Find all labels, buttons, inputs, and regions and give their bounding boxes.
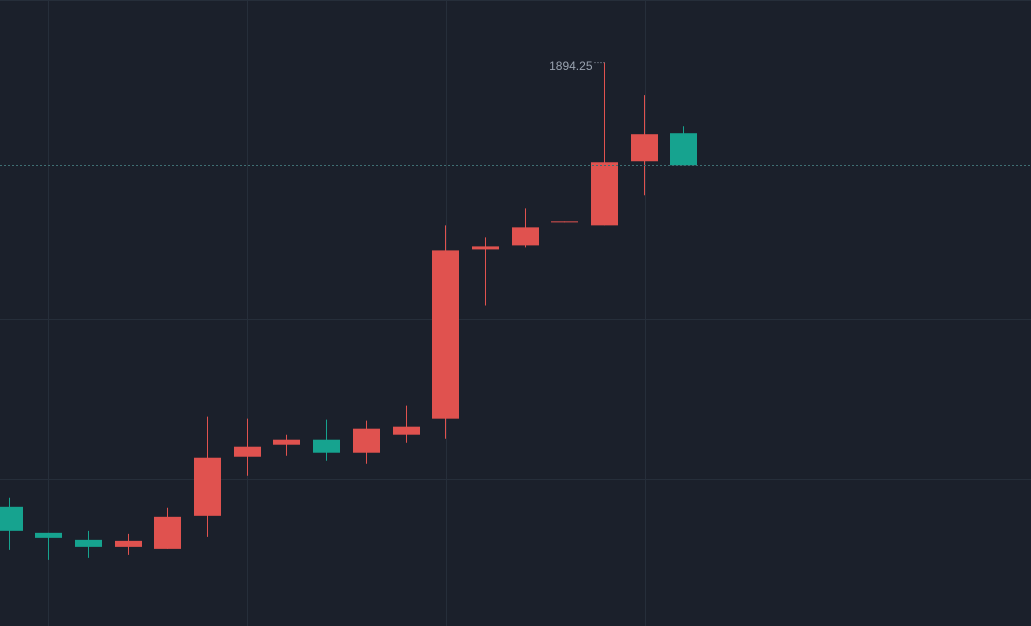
high-label: 1894.25 xyxy=(549,59,593,73)
candle-body xyxy=(234,446,261,457)
candle-body xyxy=(432,250,459,419)
candle-body xyxy=(313,439,340,453)
candle-body xyxy=(115,540,142,547)
candle-body xyxy=(393,426,420,435)
candle-body xyxy=(472,246,499,250)
candle-body xyxy=(0,506,23,531)
candle-body xyxy=(551,221,578,223)
candle-body xyxy=(35,532,62,538)
candle-body xyxy=(154,516,181,549)
candle-body xyxy=(194,457,221,516)
candle-body xyxy=(353,428,380,453)
candle-body xyxy=(591,162,618,226)
candle-body xyxy=(670,133,697,166)
candle-body xyxy=(631,134,658,162)
candle-body xyxy=(75,539,102,547)
candle-body xyxy=(273,439,300,445)
candle-body xyxy=(512,227,539,246)
